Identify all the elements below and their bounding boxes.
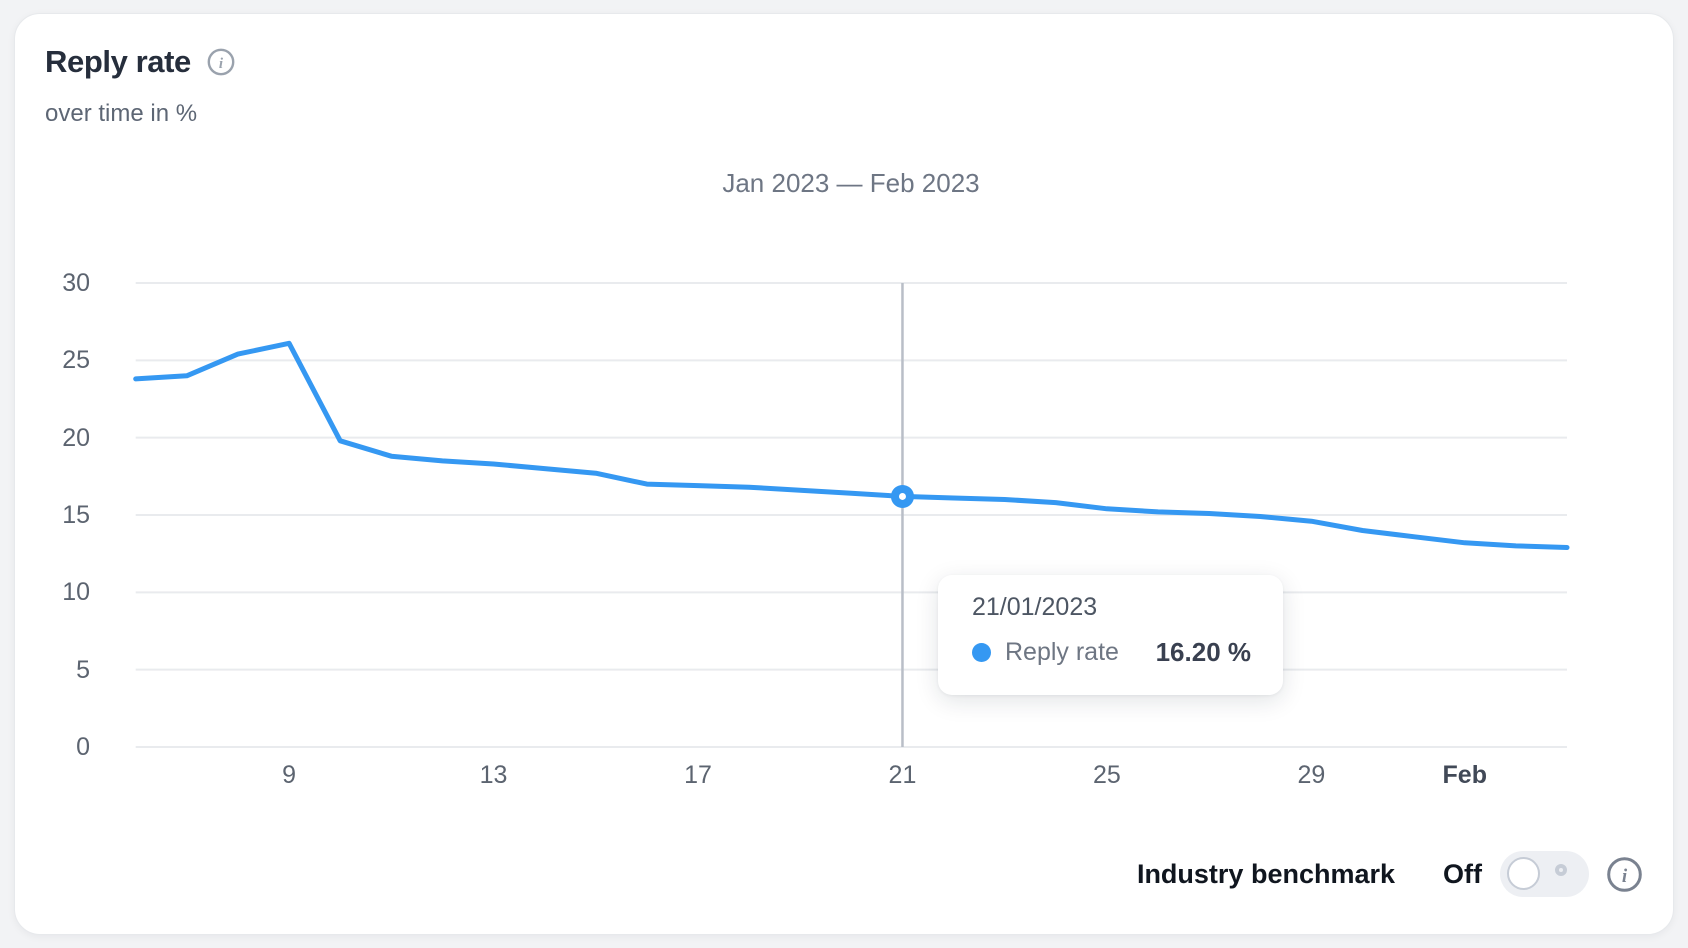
card-header: Reply rate i — [45, 44, 235, 80]
y-axis-tick: 25 — [62, 346, 90, 375]
benchmark-label: Industry benchmark — [1136, 858, 1396, 889]
tooltip-date: 21/01/2023 — [972, 593, 1098, 621]
y-axis-tick: 0 — [76, 733, 90, 761]
benchmark-toggle[interactable] — [1500, 851, 1589, 897]
highlighted-point — [890, 484, 914, 508]
y-axis-tick: 5 — [76, 655, 90, 684]
y-axis-tick: 20 — [62, 423, 90, 452]
toggle-off-ring-icon — [1555, 864, 1567, 876]
chart-range-title: Jan 2023 — Feb 2023 — [722, 168, 980, 198]
x-axis-tick: 13 — [479, 761, 508, 789]
reply-rate-line — [133, 340, 1570, 550]
x-axis-tick: 17 — [684, 761, 712, 789]
chart-tooltip: 21/01/2023 Reply rate 16.20 % — [938, 575, 1283, 695]
x-axis-tick: 21 — [888, 761, 917, 789]
card-subtitle: over time in % — [45, 100, 198, 127]
tooltip-row: Reply rate 16.20 % — [972, 637, 1251, 668]
x-axis-tick: Feb — [1442, 761, 1487, 789]
toggle-state-label: Off — [1443, 858, 1482, 889]
benchmark-info-icon[interactable]: i — [1606, 856, 1643, 893]
x-axis-tick: 25 — [1093, 761, 1121, 789]
svg-text:i: i — [219, 56, 224, 72]
y-axis-tick: 15 — [62, 501, 90, 529]
svg-text:i: i — [1622, 866, 1628, 887]
series-dot-icon — [972, 643, 991, 662]
footer-controls: Industry benchmark Off i — [1137, 848, 1643, 900]
tooltip-value: 16.20 % — [1155, 637, 1251, 667]
y-axis-tick: 10 — [62, 578, 90, 607]
x-axis-tick: 9 — [282, 761, 296, 789]
info-icon[interactable]: i — [207, 48, 235, 76]
card-title: Reply rate — [45, 44, 191, 79]
y-axis-tick: 30 — [62, 269, 90, 297]
x-axis-tick: 29 — [1297, 761, 1326, 789]
toggle-knob[interactable] — [1507, 857, 1540, 890]
tooltip-series-label: Reply rate — [1005, 638, 1119, 666]
reply-rate-card — [14, 13, 1674, 935]
